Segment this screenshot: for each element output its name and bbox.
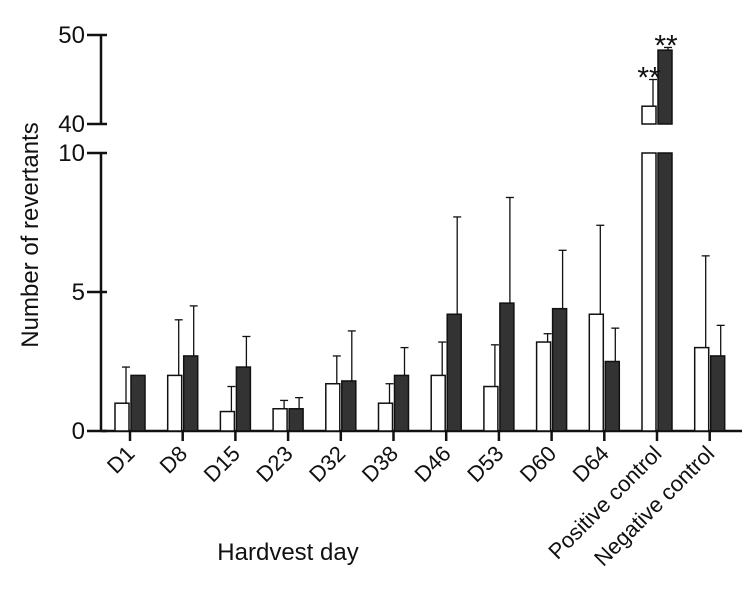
error-bars (122, 46, 725, 412)
x-tick-label: D23 (251, 441, 297, 487)
bar (693, 346, 710, 432)
bar-upper (641, 105, 657, 125)
bar (551, 307, 568, 432)
bar (235, 366, 252, 432)
x-tick-label: D15 (199, 441, 245, 487)
bar (657, 152, 673, 432)
bar (709, 355, 726, 432)
bar (325, 382, 341, 432)
significance-label: ** (654, 29, 678, 62)
bar (114, 402, 130, 432)
y-axis-title: Number of revertants (17, 122, 44, 347)
bar (641, 152, 657, 432)
bar (604, 360, 621, 432)
x-tick-label: D38 (357, 441, 403, 487)
bar (446, 313, 462, 432)
x-tick-label: D64 (568, 441, 614, 487)
bar (499, 302, 515, 432)
bar (182, 355, 199, 432)
bar (393, 374, 410, 432)
x-tick-label: D8 (155, 441, 193, 479)
bar (377, 402, 394, 432)
x-tick-label: D32 (304, 441, 350, 487)
bar (588, 313, 605, 432)
bar (288, 408, 304, 432)
bar (341, 380, 357, 432)
y-tick-label: 50 (58, 22, 85, 49)
bar (535, 341, 552, 432)
x-tick-label: D46 (410, 441, 456, 487)
bar (272, 408, 288, 432)
y-tick-label: 40 (58, 111, 85, 138)
bar (219, 410, 236, 432)
y-tick-label: 10 (58, 140, 85, 167)
x-tick-label: D1 (102, 441, 140, 479)
y-tick-label: 0 (72, 418, 85, 445)
y-tick-label: 5 (72, 279, 85, 306)
x-axis-title: Hardvest day (217, 539, 358, 566)
bar-upper (657, 49, 673, 125)
significance-label: ** (637, 62, 661, 95)
bar (166, 374, 183, 432)
bar (430, 374, 446, 432)
bars (114, 49, 726, 432)
bar (483, 385, 499, 432)
x-tick-label: D60 (515, 441, 561, 487)
x-tick-label: D53 (462, 441, 508, 487)
bar (130, 374, 146, 432)
